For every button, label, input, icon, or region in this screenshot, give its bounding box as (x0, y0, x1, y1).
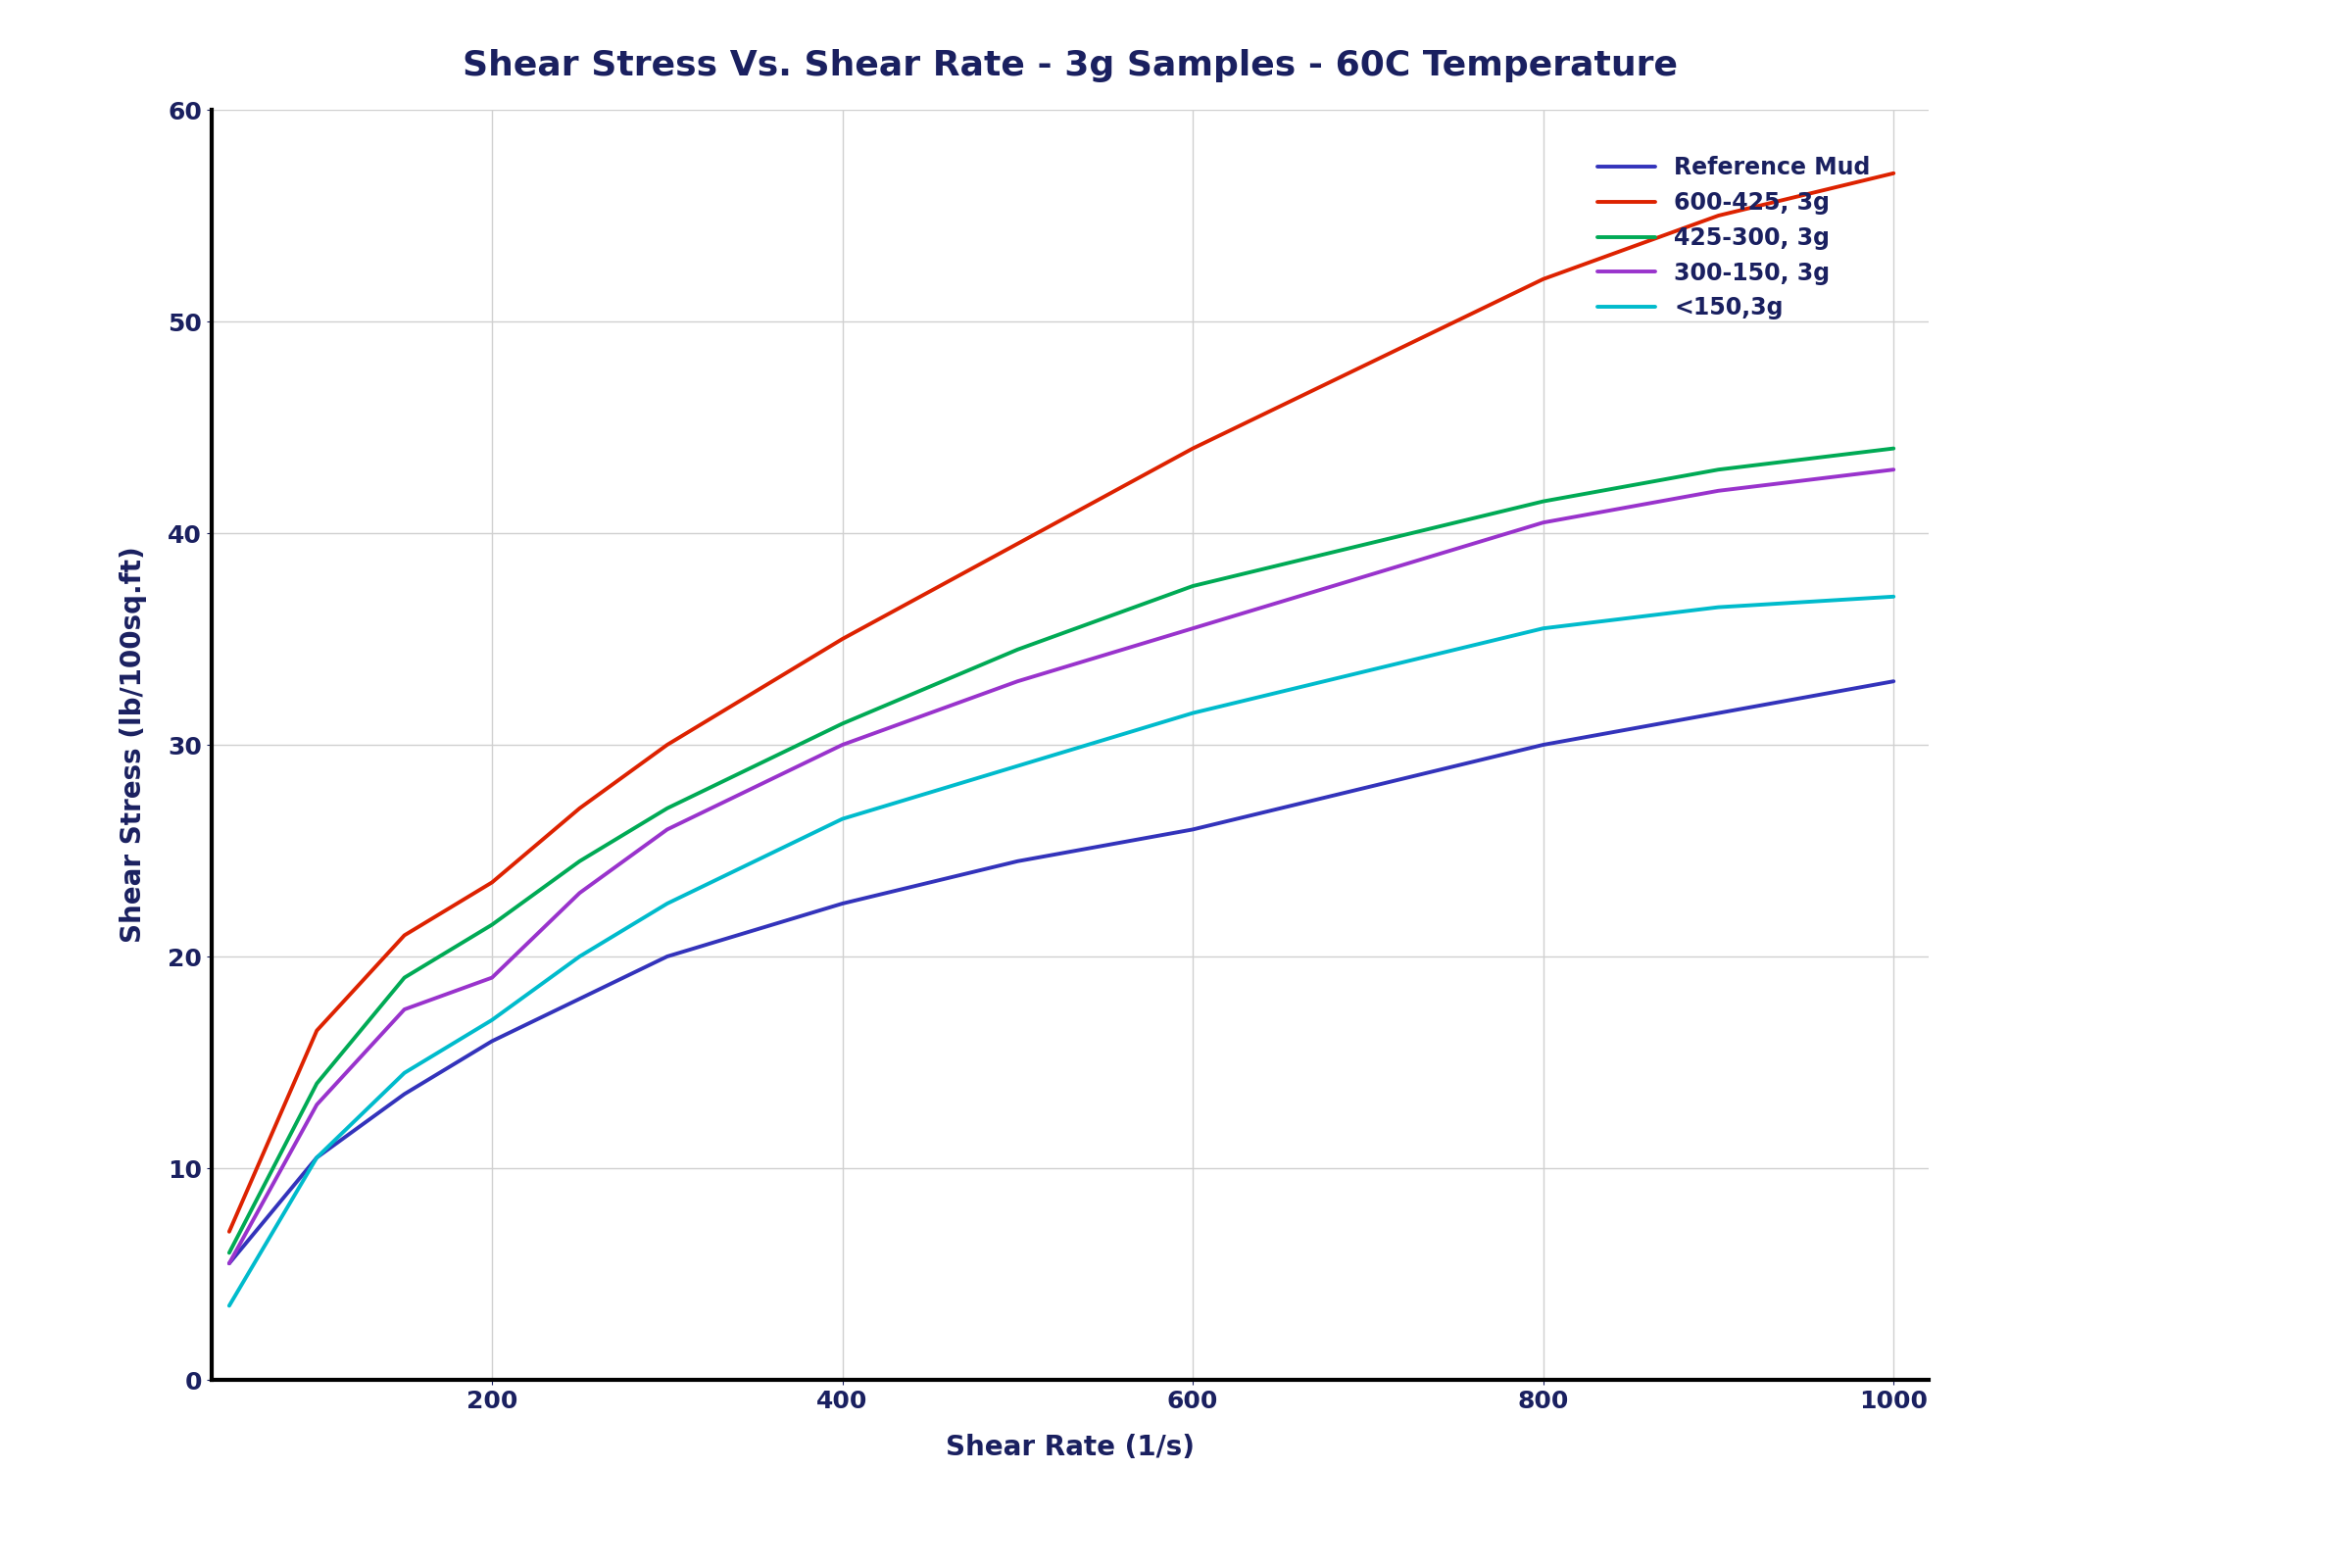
<150,3g (1879, 586, 1907, 605)
Reference Mud (1355, 778, 1383, 797)
300-150, 3g (1178, 619, 1207, 638)
300-150, 3g (390, 1000, 419, 1019)
300-150, 3g (303, 1094, 332, 1113)
600-425, 3g (654, 735, 682, 754)
300-150, 3g (1879, 459, 1907, 478)
Reference Mud (654, 947, 682, 966)
Line: 600-425, 3g: 600-425, 3g (228, 172, 1893, 1232)
600-425, 3g (1004, 535, 1033, 554)
<150,3g (654, 894, 682, 913)
Reference Mud (564, 989, 593, 1008)
Reference Mud (828, 894, 856, 913)
300-150, 3g (1355, 566, 1383, 585)
425-300, 3g (1355, 535, 1383, 554)
Y-axis label: Shear Stress (lb/100sq.ft): Shear Stress (lb/100sq.ft) (120, 547, 148, 942)
300-150, 3g (828, 735, 856, 754)
600-425, 3g (564, 798, 593, 818)
<150,3g (564, 947, 593, 966)
<150,3g (303, 1148, 332, 1167)
600-425, 3g (828, 629, 856, 649)
600-425, 3g (477, 873, 506, 892)
425-300, 3g (214, 1243, 242, 1262)
<150,3g (1355, 662, 1383, 681)
600-425, 3g (303, 1021, 332, 1040)
600-425, 3g (390, 925, 419, 944)
425-300, 3g (1879, 439, 1907, 458)
300-150, 3g (1529, 513, 1557, 532)
600-425, 3g (1705, 205, 1733, 224)
600-425, 3g (1879, 163, 1907, 182)
300-150, 3g (1705, 481, 1733, 500)
Reference Mud (303, 1148, 332, 1167)
Reference Mud (214, 1254, 242, 1273)
<150,3g (477, 1010, 506, 1029)
<150,3g (1705, 597, 1733, 616)
600-425, 3g (1529, 270, 1557, 289)
Line: 425-300, 3g: 425-300, 3g (228, 448, 1893, 1253)
<150,3g (1004, 756, 1033, 775)
<150,3g (828, 809, 856, 828)
300-150, 3g (1004, 671, 1033, 690)
425-300, 3g (1178, 577, 1207, 596)
600-425, 3g (214, 1223, 242, 1242)
425-300, 3g (564, 851, 593, 870)
Reference Mud (1879, 671, 1907, 690)
425-300, 3g (654, 798, 682, 818)
<150,3g (214, 1297, 242, 1316)
Reference Mud (1004, 851, 1033, 870)
Line: Reference Mud: Reference Mud (228, 681, 1893, 1264)
Title: Shear Stress Vs. Shear Rate - 3g Samples - 60C Temperature: Shear Stress Vs. Shear Rate - 3g Samples… (463, 49, 1677, 83)
425-300, 3g (477, 916, 506, 935)
Reference Mud (390, 1085, 419, 1104)
Line: <150,3g: <150,3g (228, 596, 1893, 1306)
425-300, 3g (390, 967, 419, 988)
Line: 300-150, 3g: 300-150, 3g (228, 469, 1893, 1264)
425-300, 3g (1004, 640, 1033, 659)
300-150, 3g (477, 967, 506, 988)
600-425, 3g (1355, 354, 1383, 373)
600-425, 3g (1178, 439, 1207, 458)
300-150, 3g (214, 1254, 242, 1273)
X-axis label: Shear Rate (1/s): Shear Rate (1/s) (946, 1433, 1195, 1461)
425-300, 3g (1705, 459, 1733, 478)
300-150, 3g (564, 884, 593, 903)
<150,3g (1529, 619, 1557, 638)
Legend: Reference Mud, 600-425, 3g, 425-300, 3g, 300-150, 3g, <150,3g: Reference Mud, 600-425, 3g, 425-300, 3g,… (1588, 147, 1879, 329)
425-300, 3g (828, 715, 856, 734)
425-300, 3g (303, 1074, 332, 1093)
300-150, 3g (654, 820, 682, 839)
Reference Mud (1705, 704, 1733, 723)
Reference Mud (477, 1032, 506, 1051)
425-300, 3g (1529, 492, 1557, 511)
Reference Mud (1529, 735, 1557, 754)
Reference Mud (1178, 820, 1207, 839)
<150,3g (390, 1063, 419, 1082)
<150,3g (1178, 704, 1207, 723)
